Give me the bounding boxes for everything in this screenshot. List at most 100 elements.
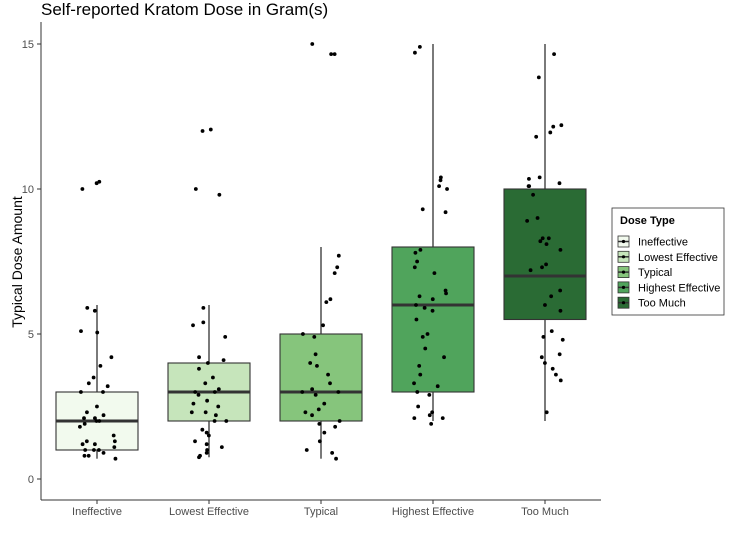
data-point (425, 332, 430, 336)
data-point (191, 401, 196, 406)
data-point (86, 381, 91, 386)
axes: 0 5 10 15 Ineffective Lowest Effective Typical… (22, 22, 601, 518)
data-point (551, 124, 556, 129)
data-point (538, 239, 543, 244)
data-point (543, 303, 547, 307)
data-point (443, 288, 448, 293)
data-point (79, 390, 83, 394)
data-point (554, 372, 558, 377)
data-point (322, 430, 327, 435)
data-point (317, 439, 322, 444)
y-tick-label: 5 (28, 329, 34, 341)
data-point (535, 216, 540, 220)
data-point (543, 361, 547, 365)
data-point (101, 413, 106, 418)
box-ineffective (55, 305, 139, 459)
data-point (429, 422, 434, 426)
legend-key-typical (617, 266, 630, 279)
data-point (415, 259, 420, 264)
data-point (82, 416, 86, 420)
data-point (304, 448, 309, 452)
data-point (333, 424, 338, 429)
data-point (211, 375, 215, 380)
data-point (445, 187, 449, 191)
data-point (558, 288, 563, 293)
data-point (560, 337, 565, 342)
legend: Dose Type Ineffective Lowest Effective Typi… (611, 207, 725, 316)
box-lowest-effective (167, 305, 251, 458)
data-point (444, 291, 448, 296)
data-point (83, 448, 88, 452)
data-point (549, 294, 554, 299)
data-point (216, 404, 221, 409)
data-point (79, 329, 83, 333)
data-point (109, 355, 114, 360)
data-point (557, 352, 562, 357)
data-point (334, 456, 338, 461)
data-point (308, 361, 313, 365)
data-point (534, 134, 539, 139)
y-tick-label: 10 (22, 184, 34, 196)
data-point (430, 308, 435, 313)
data-point (558, 308, 563, 313)
data-point (417, 364, 422, 368)
data-point (544, 262, 548, 267)
data-point (84, 439, 89, 444)
data-point (310, 413, 314, 418)
data-point (414, 303, 418, 307)
data-point (316, 407, 321, 412)
data-point (313, 352, 318, 357)
data-point (223, 335, 228, 339)
data-point (197, 355, 201, 360)
data-point (420, 335, 425, 339)
data-point (435, 384, 440, 389)
data-point (193, 187, 198, 191)
data-point (204, 451, 209, 455)
data-point (437, 184, 441, 189)
data-point (544, 410, 549, 415)
points-too-much (525, 52, 565, 415)
data-point (558, 378, 563, 383)
legend-key-lowest-effective (617, 250, 630, 263)
y-tick-label: 0 (28, 474, 34, 486)
legend-key-highest-effective (617, 281, 630, 294)
data-point (525, 219, 530, 223)
data-point (329, 52, 334, 57)
points-highest-effective (412, 45, 449, 426)
data-point (101, 451, 106, 455)
data-point (204, 430, 209, 435)
data-point (97, 419, 102, 423)
data-point (321, 323, 325, 328)
data-point (539, 355, 544, 360)
data-point (189, 410, 194, 415)
data-point (95, 404, 99, 409)
x-tick-label: Typical (304, 506, 338, 518)
x-tick-label: Ineffective (72, 506, 122, 518)
data-point (541, 335, 546, 339)
data-point (105, 384, 110, 389)
data-point (537, 175, 542, 180)
data-point (219, 445, 224, 449)
data-point (335, 265, 340, 270)
data-point (98, 364, 103, 368)
data-point (94, 419, 99, 423)
data-point (427, 413, 432, 418)
box-body (279, 333, 363, 422)
legend-swatch-point (621, 301, 626, 305)
data-point (310, 387, 315, 391)
data-point (332, 271, 337, 275)
data-point (197, 455, 201, 460)
data-point (206, 433, 211, 438)
data-point (78, 424, 82, 429)
box-body (503, 188, 587, 321)
y-tick-label: 15 (22, 39, 34, 51)
data-point (203, 410, 208, 415)
legend-frame (611, 207, 725, 316)
data-point (443, 210, 448, 215)
data-point (550, 366, 555, 371)
data-point (412, 416, 417, 420)
data-point (205, 361, 210, 365)
data-point (205, 448, 210, 452)
data-point (438, 178, 443, 183)
